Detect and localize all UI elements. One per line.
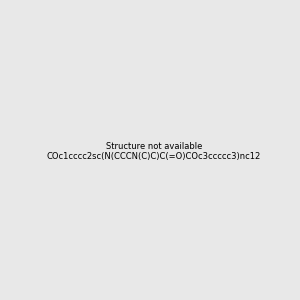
Text: Structure not available
COc1cccc2sc(N(CCCN(C)C)C(=O)COc3ccccc3)nc12: Structure not available COc1cccc2sc(N(CC… (46, 142, 261, 161)
